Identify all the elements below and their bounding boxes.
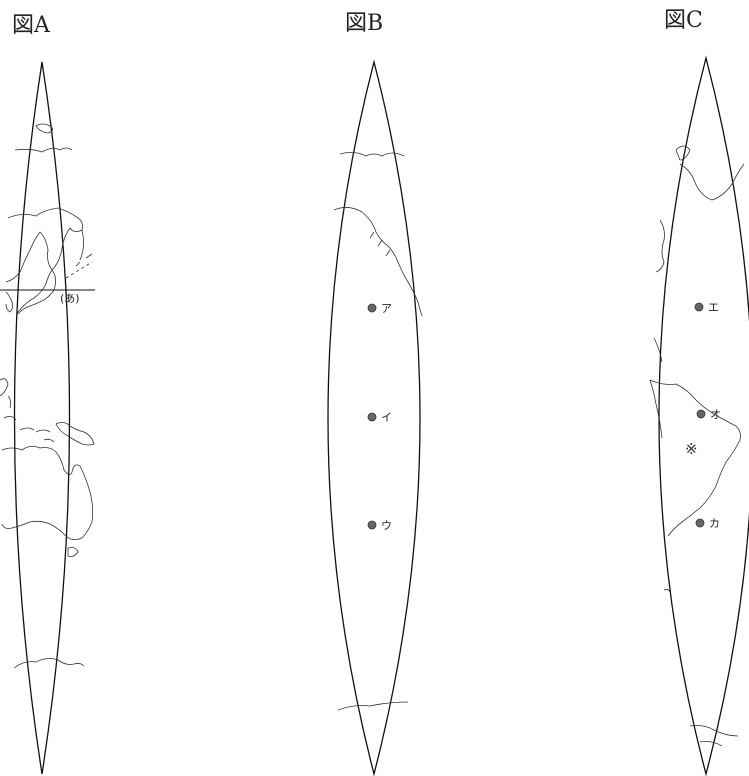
figure-a-coast-korea (5, 291, 14, 313)
figure-c: 図C ※ エ オ カ (649, 8, 749, 776)
figure-a-coast-kamchatka (79, 229, 84, 261)
figure-a-gore (13, 61, 71, 775)
figure-b-gore (327, 61, 421, 775)
figure-b-coast-alaska (333, 207, 423, 317)
figure-a-coast-indonesia (3, 416, 55, 443)
figure-c-point-o-label: オ (710, 408, 721, 421)
figure-a-marker-dash (65, 261, 93, 279)
figure-b-point-a: ア (367, 302, 392, 315)
figure-a-coast-philippines (0, 378, 12, 409)
figure-c-coast-south-america (649, 379, 741, 537)
figure-c-title: 図C (664, 8, 703, 33)
figure-c-coast-us (655, 219, 665, 273)
figure-b-coast-islands (369, 231, 391, 257)
figure-a-coast-australia (1, 446, 94, 540)
figure-c-point-e: エ (694, 301, 719, 314)
figure-b-coast-arctic (339, 152, 405, 157)
figure-a-coast-japan (16, 269, 56, 315)
figure-a-title: 図A (12, 13, 51, 38)
figure-a-coast-north (14, 147, 73, 153)
figure-c-point-ka: カ (695, 517, 720, 530)
figure-c-point-o: オ (696, 408, 721, 421)
figure-a-coast-arctic (35, 123, 53, 134)
figure-c-region-mark: ※ (685, 440, 698, 458)
figure-a-coast-kuril (75, 253, 93, 267)
figure-b: 図B ア イ ウ (327, 11, 423, 775)
figure-c-coast-north-america (679, 163, 745, 201)
figure-c-point-e-label: エ (708, 301, 719, 314)
figure-a-coast-newguinea (55, 422, 95, 446)
figure-b-coast-antarctica (337, 701, 409, 711)
figure-b-title: 図B (345, 11, 383, 36)
figure-c-coast-falklands (663, 588, 671, 593)
figure-a: 図A (あ) (0, 13, 95, 775)
figure-a-coast-tasmania (67, 547, 79, 557)
figure-b-point-i-label: イ (381, 411, 392, 424)
figure-c-gore (658, 55, 749, 776)
figure-a-coast-antarctica (13, 658, 85, 669)
figure-c-coast-greenland (675, 145, 691, 161)
figure-c-point-ka-label: カ (709, 517, 720, 530)
figure-c-coast-south-america-west (649, 379, 663, 439)
figure-b-point-a-label: ア (381, 302, 392, 315)
figure-b-point-u-label: ウ (381, 519, 392, 532)
figure-c-coast-central-america (653, 337, 663, 363)
figure-a-marker-label: (あ) (60, 292, 80, 305)
figure-a-coast-eastasia (5, 207, 83, 283)
figure-c-coast-antarctica (689, 725, 739, 747)
figure-b-point-i: イ (367, 411, 392, 424)
figure-b-point-u: ウ (367, 519, 392, 532)
